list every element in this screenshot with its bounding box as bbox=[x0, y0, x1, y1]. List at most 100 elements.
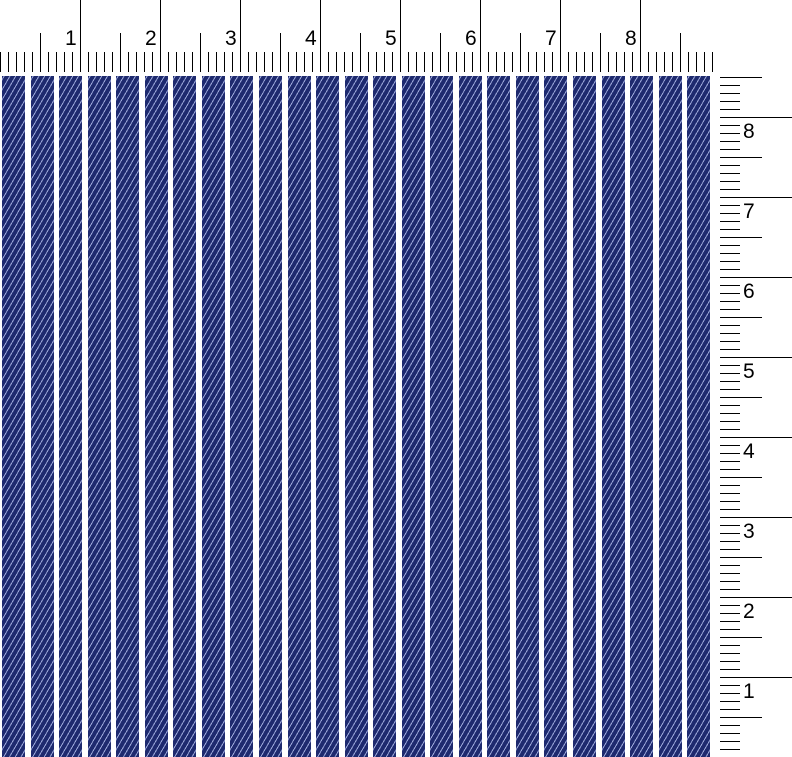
ruler-minor-tick bbox=[720, 429, 740, 430]
ruler-minor-tick bbox=[208, 52, 209, 72]
ruler-minor-tick bbox=[720, 685, 740, 686]
ruler-minor-tick bbox=[720, 629, 740, 630]
ruler-label: 5 bbox=[743, 360, 755, 383]
ruler-minor-tick bbox=[168, 52, 169, 72]
ruler-minor-tick bbox=[344, 52, 345, 72]
ruler-half-tick bbox=[720, 157, 762, 158]
navy-stripe bbox=[573, 76, 596, 757]
ruler-minor-tick bbox=[448, 52, 449, 72]
ruler-minor-tick bbox=[720, 165, 740, 166]
ruler-minor-tick bbox=[416, 52, 417, 72]
ruler-minor-tick bbox=[720, 205, 740, 206]
ruler-minor-tick bbox=[576, 52, 577, 72]
ruler-minor-tick bbox=[296, 52, 297, 72]
ruler-minor-tick bbox=[720, 701, 740, 702]
navy-stripe bbox=[487, 76, 511, 757]
ruler-minor-tick bbox=[72, 52, 73, 72]
ruler-minor-tick bbox=[376, 52, 377, 72]
ruler-minor-tick bbox=[720, 229, 740, 230]
ruler-minor-tick bbox=[608, 52, 609, 72]
ruler-minor-tick bbox=[720, 405, 740, 406]
ruler-minor-tick bbox=[720, 181, 740, 182]
ruler-label: 2 bbox=[145, 27, 157, 50]
ruler-minor-tick bbox=[224, 52, 225, 72]
ruler-minor-tick bbox=[720, 525, 740, 526]
ruler-minor-tick bbox=[176, 52, 177, 72]
ruler-half-tick bbox=[120, 33, 121, 72]
ruler-label: 3 bbox=[225, 27, 237, 50]
ruler-minor-tick bbox=[720, 309, 740, 310]
ruler-minor-tick bbox=[720, 413, 740, 414]
ruler-half-tick bbox=[360, 33, 361, 72]
ruler-minor-tick bbox=[720, 221, 740, 222]
fabric-swatch bbox=[0, 76, 714, 757]
ruler-label: 6 bbox=[465, 27, 477, 50]
navy-stripe bbox=[258, 76, 282, 757]
ruler-minor-tick bbox=[720, 461, 740, 462]
ruler-minor-tick bbox=[720, 133, 740, 134]
ruler-minor-tick bbox=[720, 493, 740, 494]
ruler-minor-tick bbox=[720, 589, 740, 590]
ruler-minor-tick bbox=[288, 52, 289, 72]
ruler-minor-tick bbox=[720, 301, 740, 302]
navy-stripe bbox=[316, 76, 340, 757]
ruler-minor-tick bbox=[96, 52, 97, 72]
ruler-major-tick bbox=[720, 677, 792, 678]
ruler-minor-tick bbox=[720, 749, 740, 750]
ruler-minor-tick bbox=[720, 141, 740, 142]
ruler-minor-tick bbox=[184, 52, 185, 72]
ruler-minor-tick bbox=[720, 253, 740, 254]
ruler-minor-tick bbox=[720, 605, 740, 606]
ruler-minor-tick bbox=[592, 52, 593, 72]
ruler-minor-tick bbox=[88, 52, 89, 72]
ruler-minor-tick bbox=[552, 52, 553, 72]
ruler-minor-tick bbox=[352, 52, 353, 72]
ruler-minor-tick bbox=[720, 93, 740, 94]
navy-stripe bbox=[116, 76, 140, 757]
ruler-minor-tick bbox=[616, 52, 617, 72]
ruler-minor-tick bbox=[368, 52, 369, 72]
ruler-major-tick bbox=[720, 597, 792, 598]
ruler-minor-tick bbox=[720, 613, 740, 614]
ruler-minor-tick bbox=[720, 509, 740, 510]
top-ruler: 1 2 3 4 5 6 7 8 bbox=[0, 0, 720, 74]
ruler-half-tick bbox=[200, 33, 201, 72]
ruler-minor-tick bbox=[232, 52, 233, 72]
navy-stripe bbox=[430, 76, 454, 757]
ruler-minor-tick bbox=[720, 661, 740, 662]
ruler-minor-tick bbox=[632, 52, 633, 72]
navy-stripe bbox=[658, 76, 682, 757]
ruler-minor-tick bbox=[720, 725, 740, 726]
ruler-minor-tick bbox=[264, 52, 265, 72]
ruler-minor-tick bbox=[128, 52, 129, 72]
ruler-minor-tick bbox=[720, 373, 740, 374]
ruler-minor-tick bbox=[720, 149, 740, 150]
navy-stripe bbox=[373, 76, 397, 757]
ruler-minor-tick bbox=[488, 52, 489, 72]
ruler-minor-tick bbox=[704, 52, 705, 72]
ruler-minor-tick bbox=[24, 52, 25, 72]
ruler-minor-tick bbox=[720, 469, 740, 470]
ruler-label: 7 bbox=[743, 200, 755, 223]
ruler-half-tick bbox=[720, 237, 762, 238]
ruler-minor-tick bbox=[720, 341, 740, 342]
ruler-minor-tick bbox=[528, 52, 529, 72]
ruler-minor-tick bbox=[48, 52, 49, 72]
ruler-minor-tick bbox=[720, 125, 740, 126]
ruler-minor-tick bbox=[56, 52, 57, 72]
ruler-minor-tick bbox=[584, 52, 585, 72]
ruler-minor-tick bbox=[720, 533, 740, 534]
ruler-half-tick bbox=[440, 33, 441, 72]
ruler-minor-tick bbox=[720, 213, 740, 214]
ruler-minor-tick bbox=[544, 52, 545, 72]
ruler-minor-tick bbox=[408, 52, 409, 72]
ruler-major-tick bbox=[480, 0, 481, 72]
ruler-label: 7 bbox=[545, 27, 557, 50]
ruler-major-tick bbox=[240, 0, 241, 72]
ruler-label: 3 bbox=[743, 520, 755, 543]
navy-stripe bbox=[201, 76, 225, 757]
ruler-minor-tick bbox=[720, 669, 740, 670]
ruler-minor-tick bbox=[720, 485, 740, 486]
ruler-label: 8 bbox=[743, 120, 755, 143]
